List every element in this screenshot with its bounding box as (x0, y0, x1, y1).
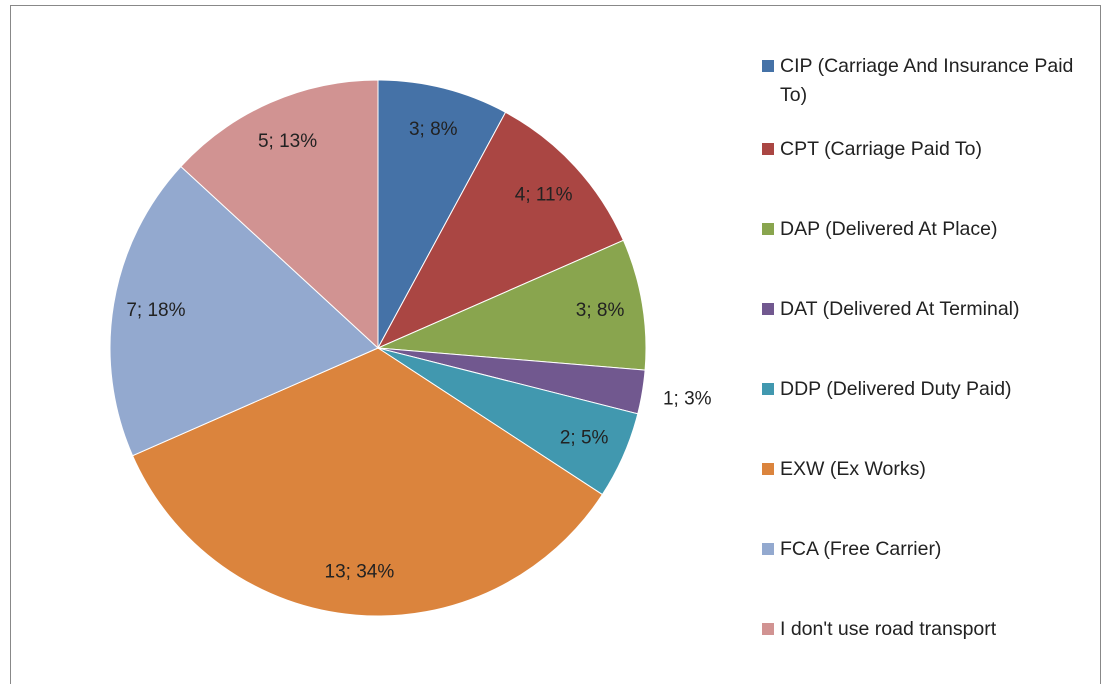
legend-label: I don't use road transport (780, 618, 997, 640)
legend-item: EXW (Ex Works) (762, 455, 1092, 484)
legend-item: FCA (Free Carrier) (762, 535, 1092, 564)
legend-label: DAT (Delivered At Terminal) (780, 298, 1020, 320)
legend-swatch (762, 623, 774, 635)
legend-label: CPT (Carriage Paid To) (780, 138, 982, 160)
chart-border (10, 5, 1101, 684)
pie-slice (377, 239, 647, 371)
legend-item: CPT (Carriage Paid To) (762, 135, 1092, 164)
pie-slice (180, 79, 379, 350)
pie-slice (109, 165, 379, 457)
data-label: 3; 8% (409, 119, 458, 140)
data-label: 2; 5% (560, 427, 609, 448)
legend-label: EXW (Ex Works) (780, 458, 926, 480)
legend-label: FCA (Free Carrier) (780, 538, 942, 560)
legend-item: CIP (Carriage And Insurance Paid To) (762, 52, 1092, 110)
data-label: 7; 18% (126, 300, 185, 321)
data-label: 4; 11% (515, 185, 573, 206)
legend-label: DAP (Delivered At Place) (780, 218, 998, 240)
legend-item: DAP (Delivered At Place) (762, 215, 1092, 244)
legend-swatch (762, 143, 774, 155)
data-label: 3; 8% (576, 300, 625, 321)
legend-item: I don't use road transport (762, 615, 1092, 644)
pie-slice (377, 79, 507, 349)
legend-swatch (762, 543, 774, 555)
legend-swatch (762, 303, 774, 315)
legend-swatch (762, 223, 774, 235)
pie-slice (131, 347, 604, 617)
legend-item: DDP (Delivered Duty Paid) (762, 375, 1092, 404)
legend-label: DDP (Delivered Duty Paid) (780, 378, 1012, 400)
data-label: 1; 3% (663, 389, 712, 410)
data-label: 13; 34% (325, 561, 395, 582)
legend-item: DAT (Delivered At Terminal) (762, 295, 1092, 324)
legend-swatch (762, 463, 774, 475)
legend-swatch (762, 60, 774, 72)
legend-label: CIP (Carriage And Insurance Paid To) (780, 55, 1074, 106)
data-label: 5; 13% (258, 131, 317, 152)
pie-slice (376, 111, 625, 350)
legend-swatch (762, 383, 774, 395)
